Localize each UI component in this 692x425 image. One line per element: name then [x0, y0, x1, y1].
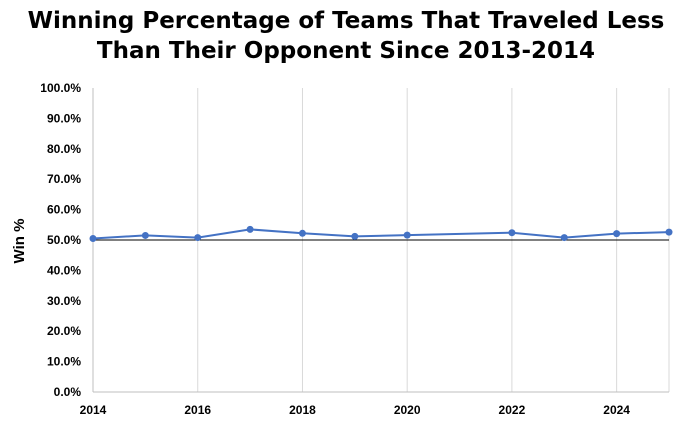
x-tick-labels: 2014 2016 2018 2020 2022 2024	[80, 403, 631, 417]
data-point	[298, 229, 306, 237]
data-point	[141, 231, 149, 239]
data-point	[89, 234, 97, 242]
x-tick-label: 2014	[80, 403, 107, 417]
data-point	[560, 234, 568, 242]
chart-title-line-2: Than Their Opponent Since 2013-2014	[96, 38, 596, 64]
y-tick-label: 70.0%	[47, 172, 81, 186]
y-tick-label: 10.0%	[47, 355, 81, 369]
y-tick-label: 60.0%	[47, 203, 81, 217]
x-tick-label: 2024	[603, 403, 630, 417]
chart-title: Winning Percentage of Teams That Travele…	[0, 6, 692, 66]
y-tick-label: 0.0%	[54, 385, 82, 399]
x-tick-label: 2018	[289, 403, 316, 417]
data-point	[403, 231, 411, 239]
x-tick-label: 2020	[394, 403, 421, 417]
y-tick-label: 40.0%	[47, 263, 81, 277]
y-tick-label: 80.0%	[47, 142, 81, 156]
y-tick-label: 50.0%	[47, 233, 81, 247]
x-tick-label: 2016	[184, 403, 211, 417]
x-tick-label: 2022	[499, 403, 526, 417]
y-tick-label: 20.0%	[47, 324, 81, 338]
data-point	[508, 229, 516, 237]
y-axis-label: Win %	[11, 219, 28, 264]
data-point	[613, 230, 621, 238]
series-line	[92, 228, 670, 240]
data-point	[665, 228, 673, 236]
data-point	[246, 225, 254, 233]
y-tick-label: 90.0%	[47, 111, 81, 125]
axes	[92, 88, 669, 393]
y-tick-label: 100.0%	[40, 81, 81, 95]
chart-title-line-1: Winning Percentage of Teams That Travele…	[27, 8, 665, 34]
data-point	[194, 234, 202, 242]
y-tick-labels: 0.0% 10.0% 20.0% 30.0% 40.0% 50.0% 60.0% 70.0% 8…	[40, 81, 81, 399]
data-point	[351, 232, 359, 240]
series-group	[89, 225, 673, 242]
y-tick-label: 30.0%	[47, 294, 81, 308]
